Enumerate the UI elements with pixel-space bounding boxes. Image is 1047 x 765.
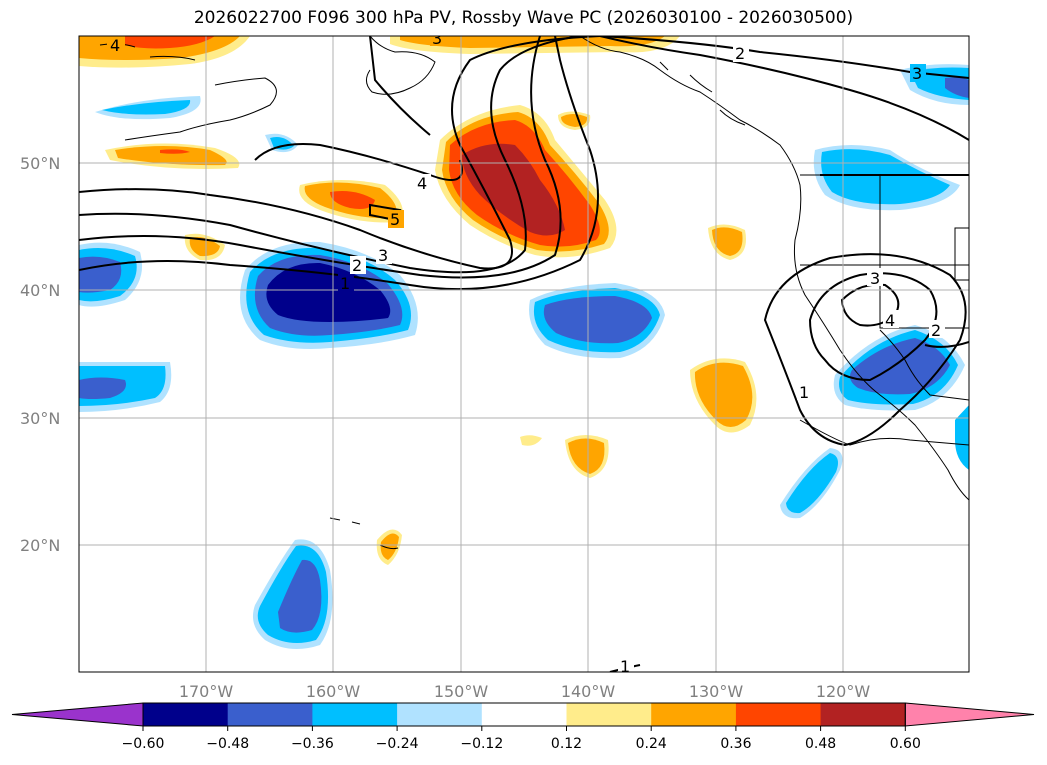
contour-label: 1 — [799, 383, 809, 402]
colorbar-segment — [651, 703, 737, 726]
colorbar-tick-label: −0.12 — [460, 736, 503, 752]
colorbar-segment — [312, 703, 398, 726]
contour-label: 1 — [620, 657, 630, 676]
gridlines — [79, 36, 969, 672]
lon-label-130w: 130°W — [689, 682, 744, 701]
contour-label: 2 — [352, 256, 362, 275]
lat-label-40n: 40°N — [20, 281, 60, 300]
contour-label: 2 — [735, 44, 745, 63]
contour-label: 3 — [870, 269, 880, 288]
rossby-contours — [79, 36, 969, 672]
colorbar-segment — [143, 703, 229, 726]
lat-label-50n: 50°N — [20, 154, 60, 173]
colorbar-extend-min — [11, 702, 144, 727]
colorbar-tick-label: 0.12 — [551, 736, 582, 752]
map-title: 2026022700 F096 300 hPa PV, Rossby Wave … — [193, 8, 854, 28]
contour-labels: 4 2 3 1 2 3 4 5 3 4 2 1 1 3 — [107, 29, 945, 676]
lat-label-30n: 30°N — [20, 409, 60, 428]
contour-label: 4 — [885, 311, 895, 330]
colorbar-tick-label: 0.24 — [636, 736, 667, 752]
colorbar-tick-label: −0.36 — [291, 736, 334, 752]
plot-frame — [78, 35, 970, 673]
colorbar-segment — [820, 703, 906, 726]
latitude-labels: 50°N 40°N 30°N 20°N — [20, 154, 60, 555]
colorbar: −0.60 −0.48 −0.36 −0.24 −0.12 0.12 0.24 0.36 0.4… — [11, 702, 1035, 752]
colorbar-tick-label: 0.48 — [805, 736, 836, 752]
lon-label-150w: 150°W — [434, 682, 489, 701]
lon-label-160w: 160°W — [306, 682, 361, 701]
lon-label-120w: 120°W — [816, 682, 871, 701]
plot-area: 4 2 3 1 2 3 4 5 3 4 2 1 1 3 — [79, 29, 969, 676]
colorbar-segment — [397, 703, 483, 726]
colorbar-segment — [227, 703, 313, 726]
contour-label: 3 — [378, 246, 388, 265]
colorbar-segment — [481, 703, 567, 726]
colorbar-tick-label: 0.60 — [890, 736, 921, 752]
colorbar-tick-label: −0.48 — [206, 736, 249, 752]
colorbar-extend-max — [904, 702, 1035, 727]
contour-label: 1 — [340, 274, 350, 293]
lat-label-20n: 20°N — [20, 536, 60, 555]
contour-label: 5 — [390, 210, 400, 229]
colorbar-tick-label: −0.60 — [122, 736, 165, 752]
colorbar-tick-label: 0.36 — [720, 736, 751, 752]
colorbar-segment — [735, 703, 822, 726]
longitude-labels: 170°W 160°W 150°W 140°W 130°W 120°W — [179, 682, 871, 701]
colorbar-tick-label: −0.24 — [376, 736, 419, 752]
contour-label: 4 — [110, 36, 120, 55]
lon-label-140w: 140°W — [561, 682, 616, 701]
colorbar-border — [142, 702, 906, 727]
contour-label: 4 — [417, 174, 427, 193]
contour-label: 3 — [432, 29, 442, 48]
colorbar-segment — [566, 703, 652, 726]
lon-label-170w: 170°W — [179, 682, 234, 701]
contour-label: 3 — [912, 64, 922, 83]
contour-label: 2 — [931, 321, 941, 340]
